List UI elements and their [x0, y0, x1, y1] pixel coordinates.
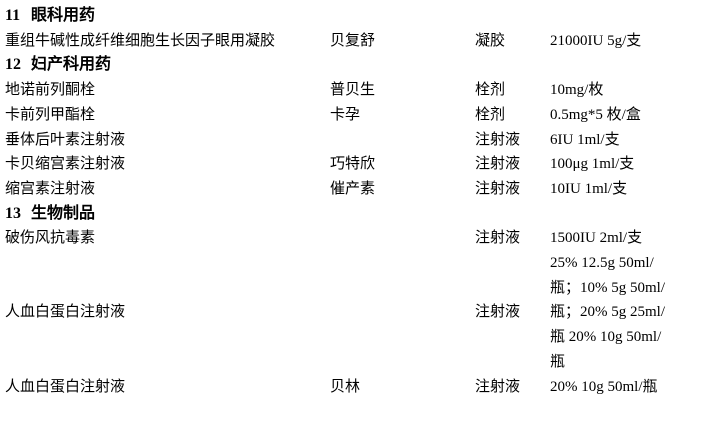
brand-name: 卡孕 [330, 106, 361, 123]
dosage-form: 凝胶 [475, 32, 506, 49]
drug-name: 人血白蛋白注射液 [5, 304, 126, 321]
section-header: 13 生物制品 [5, 202, 710, 227]
specification: 10mg/枚 [550, 78, 710, 103]
spec-line: 0.5mg*5 枚/盒 [550, 106, 641, 123]
table-row: 重组牛碱性成纤维细胞生长因子眼用凝胶 贝复舒 凝胶 21000IU 5g/支 [5, 29, 710, 54]
drug-name: 卡前列甲酯栓 [5, 106, 96, 123]
brand-name: 巧特欣 [330, 156, 376, 173]
spec-line: 瓶；20% 5g 25ml/ [550, 304, 665, 321]
spec-line: 25% 12.5g 50ml/ [550, 255, 654, 272]
section-title-text: 妇产科用药 [31, 56, 112, 74]
dosage-form: 栓剂 [475, 82, 506, 99]
drug-name: 地诺前列酮栓 [5, 82, 96, 99]
dosage-form: 注射液 [475, 180, 521, 197]
drug-name: 重组牛碱性成纤维细胞生长因子眼用凝胶 [5, 32, 276, 49]
dosage-form: 注射液 [475, 156, 521, 173]
section-number: 11 [5, 7, 21, 24]
section-title: 12 妇产科用药 [5, 53, 710, 78]
brand-name: 普贝生 [330, 82, 376, 99]
dosage-form: 注射液 [475, 230, 521, 247]
drug-name: 破伤风抗毒素 [5, 230, 96, 247]
section-header: 11 眼科用药 [5, 4, 710, 29]
brand-name [330, 226, 475, 251]
section-number: 12 [5, 56, 21, 74]
section-title: 13 生物制品 [5, 202, 710, 227]
dosage-form: 注射液 [475, 131, 521, 148]
spec-line: 21000IU 5g/支 [550, 32, 642, 49]
dosage-form: 注射液 [475, 304, 521, 321]
table-row: 破伤风抗毒素 注射液 1500IU 2ml/支 [5, 226, 710, 251]
spec-line: 瓶 20% 10g 50ml/ [550, 329, 662, 346]
brand-name [330, 128, 475, 153]
brand-name: 贝林 [330, 378, 361, 395]
specification: 6IU 1ml/支 [550, 128, 710, 153]
specification: 10IU 1ml/支 [550, 177, 710, 202]
table-row: 人血白蛋白注射液 贝林 注射液 20% 10g 50ml/瓶 [5, 375, 710, 400]
specification: 100μg 1ml/支 [550, 152, 710, 177]
spec-line: 瓶 [550, 353, 566, 370]
specification: 0.5mg*5 枚/盒 [550, 103, 710, 128]
section-header: 12 妇产科用药 [5, 53, 710, 78]
section-title-text: 生物制品 [31, 204, 96, 222]
brand-name: 贝复舒 [330, 32, 376, 49]
table-row: 人血白蛋白注射液 注射液 25% 12.5g 50ml/瓶；10% 5g 50ml/… [5, 251, 710, 375]
dosage-form: 栓剂 [475, 106, 506, 123]
specification: 25% 12.5g 50ml/瓶；10% 5g 50ml/瓶；20% 5g 25… [550, 251, 710, 375]
spec-line: 20% 10g 50ml/瓶 [550, 378, 658, 395]
drug-name: 卡贝缩宫素注射液 [5, 156, 126, 173]
drug-name: 人血白蛋白注射液 [5, 378, 126, 395]
specification: 21000IU 5g/支 [550, 29, 710, 54]
brand-name: 催产素 [330, 180, 376, 197]
drug-name: 缩宫素注射液 [5, 180, 96, 197]
table-row: 卡贝缩宫素注射液 巧特欣 注射液 100μg 1ml/支 [5, 152, 710, 177]
brand-name [330, 251, 475, 375]
spec-line: 6IU 1ml/支 [550, 131, 620, 148]
section-title-text: 眼科用药 [31, 7, 96, 24]
spec-line: 100μg 1ml/支 [550, 156, 635, 173]
drug-name: 垂体后叶素注射液 [5, 131, 126, 148]
spec-line: 瓶；10% 5g 50ml/ [550, 279, 665, 296]
table-row: 缩宫素注射液 催产素 注射液 10IU 1ml/支 [5, 177, 710, 202]
table-row: 地诺前列酮栓 普贝生 栓剂 10mg/枚 [5, 78, 710, 103]
section-title: 11 眼科用药 [5, 4, 710, 29]
spec-line: 10IU 1ml/支 [550, 180, 628, 197]
spec-line: 1500IU 2ml/支 [550, 230, 643, 247]
dosage-form: 注射液 [475, 378, 521, 395]
table-row: 垂体后叶素注射液 注射液 6IU 1ml/支 [5, 128, 710, 153]
spec-line: 10mg/枚 [550, 82, 604, 99]
drug-table: 11 眼科用药重组牛碱性成纤维细胞生长因子眼用凝胶 贝复舒 凝胶 21000IU 5g/… [5, 4, 710, 399]
table-row: 卡前列甲酯栓 卡孕 栓剂 0.5mg*5 枚/盒 [5, 103, 710, 128]
specification: 20% 10g 50ml/瓶 [550, 375, 710, 400]
section-number: 13 [5, 204, 21, 222]
specification: 1500IU 2ml/支 [550, 226, 710, 251]
